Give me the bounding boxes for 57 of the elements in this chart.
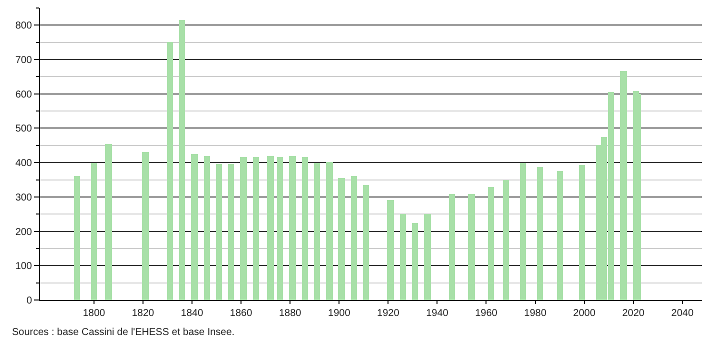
bar: [267, 156, 274, 300]
bar: [277, 157, 283, 300]
x-tick-label: 1960: [475, 308, 498, 319]
y-tick-label: 100: [15, 261, 32, 272]
bar: [488, 187, 494, 300]
y-tick-label: 200: [15, 226, 32, 238]
bar: [191, 154, 198, 300]
bar: [579, 165, 585, 300]
bar: [503, 180, 509, 300]
x-tick-label: 2000: [573, 308, 596, 319]
y-tick-label: 300: [15, 192, 32, 204]
bar: [302, 157, 308, 300]
bar: [412, 223, 418, 300]
x-tick-label: 1880: [278, 308, 302, 319]
bar: [74, 176, 80, 300]
bar: [387, 200, 394, 300]
bar: [326, 162, 333, 300]
bar: [537, 167, 543, 300]
bar: [204, 156, 210, 300]
y-tick-label: 700: [15, 55, 32, 66]
bar: [179, 20, 185, 300]
x-tick-label: 1820: [132, 308, 155, 319]
x-tick-label: 1860: [230, 308, 253, 319]
bar: [91, 163, 97, 300]
y-tick-label: 600: [15, 89, 32, 100]
bar: [468, 194, 475, 300]
bar: [228, 164, 234, 300]
bar: [620, 71, 627, 300]
bar: [253, 157, 259, 300]
y-tick-label: 400: [15, 158, 32, 170]
bar: [424, 214, 431, 300]
source-note: Sources : base Cassini de l'EHESS et base Insee.: [12, 327, 235, 338]
y-tick-label: 0: [26, 296, 32, 306]
bar: [105, 144, 112, 300]
x-tick-label: 1940: [426, 308, 449, 319]
y-tick-label: 800: [15, 20, 32, 32]
bar: [314, 163, 320, 300]
x-tick-label: 2020: [622, 308, 645, 319]
x-tick-label: 1920: [377, 308, 400, 319]
bar: [338, 178, 345, 300]
bar: [400, 214, 406, 300]
x-tick-label: 2040: [671, 308, 694, 319]
bar: [449, 194, 455, 300]
bar: [351, 176, 357, 300]
x-tick-label: 1900: [328, 308, 351, 319]
bar: [167, 42, 173, 300]
bar: [520, 163, 526, 300]
x-tick-label: 1800: [82, 308, 106, 319]
bar: [142, 152, 149, 300]
bar: [557, 171, 563, 300]
x-tick-label: 1840: [180, 308, 204, 319]
bar: [363, 185, 369, 300]
y-tick-label: 500: [15, 124, 32, 135]
x-tick-label: 1980: [524, 308, 547, 319]
bar: [216, 164, 222, 300]
bar: [240, 157, 247, 300]
bar: [289, 156, 296, 300]
